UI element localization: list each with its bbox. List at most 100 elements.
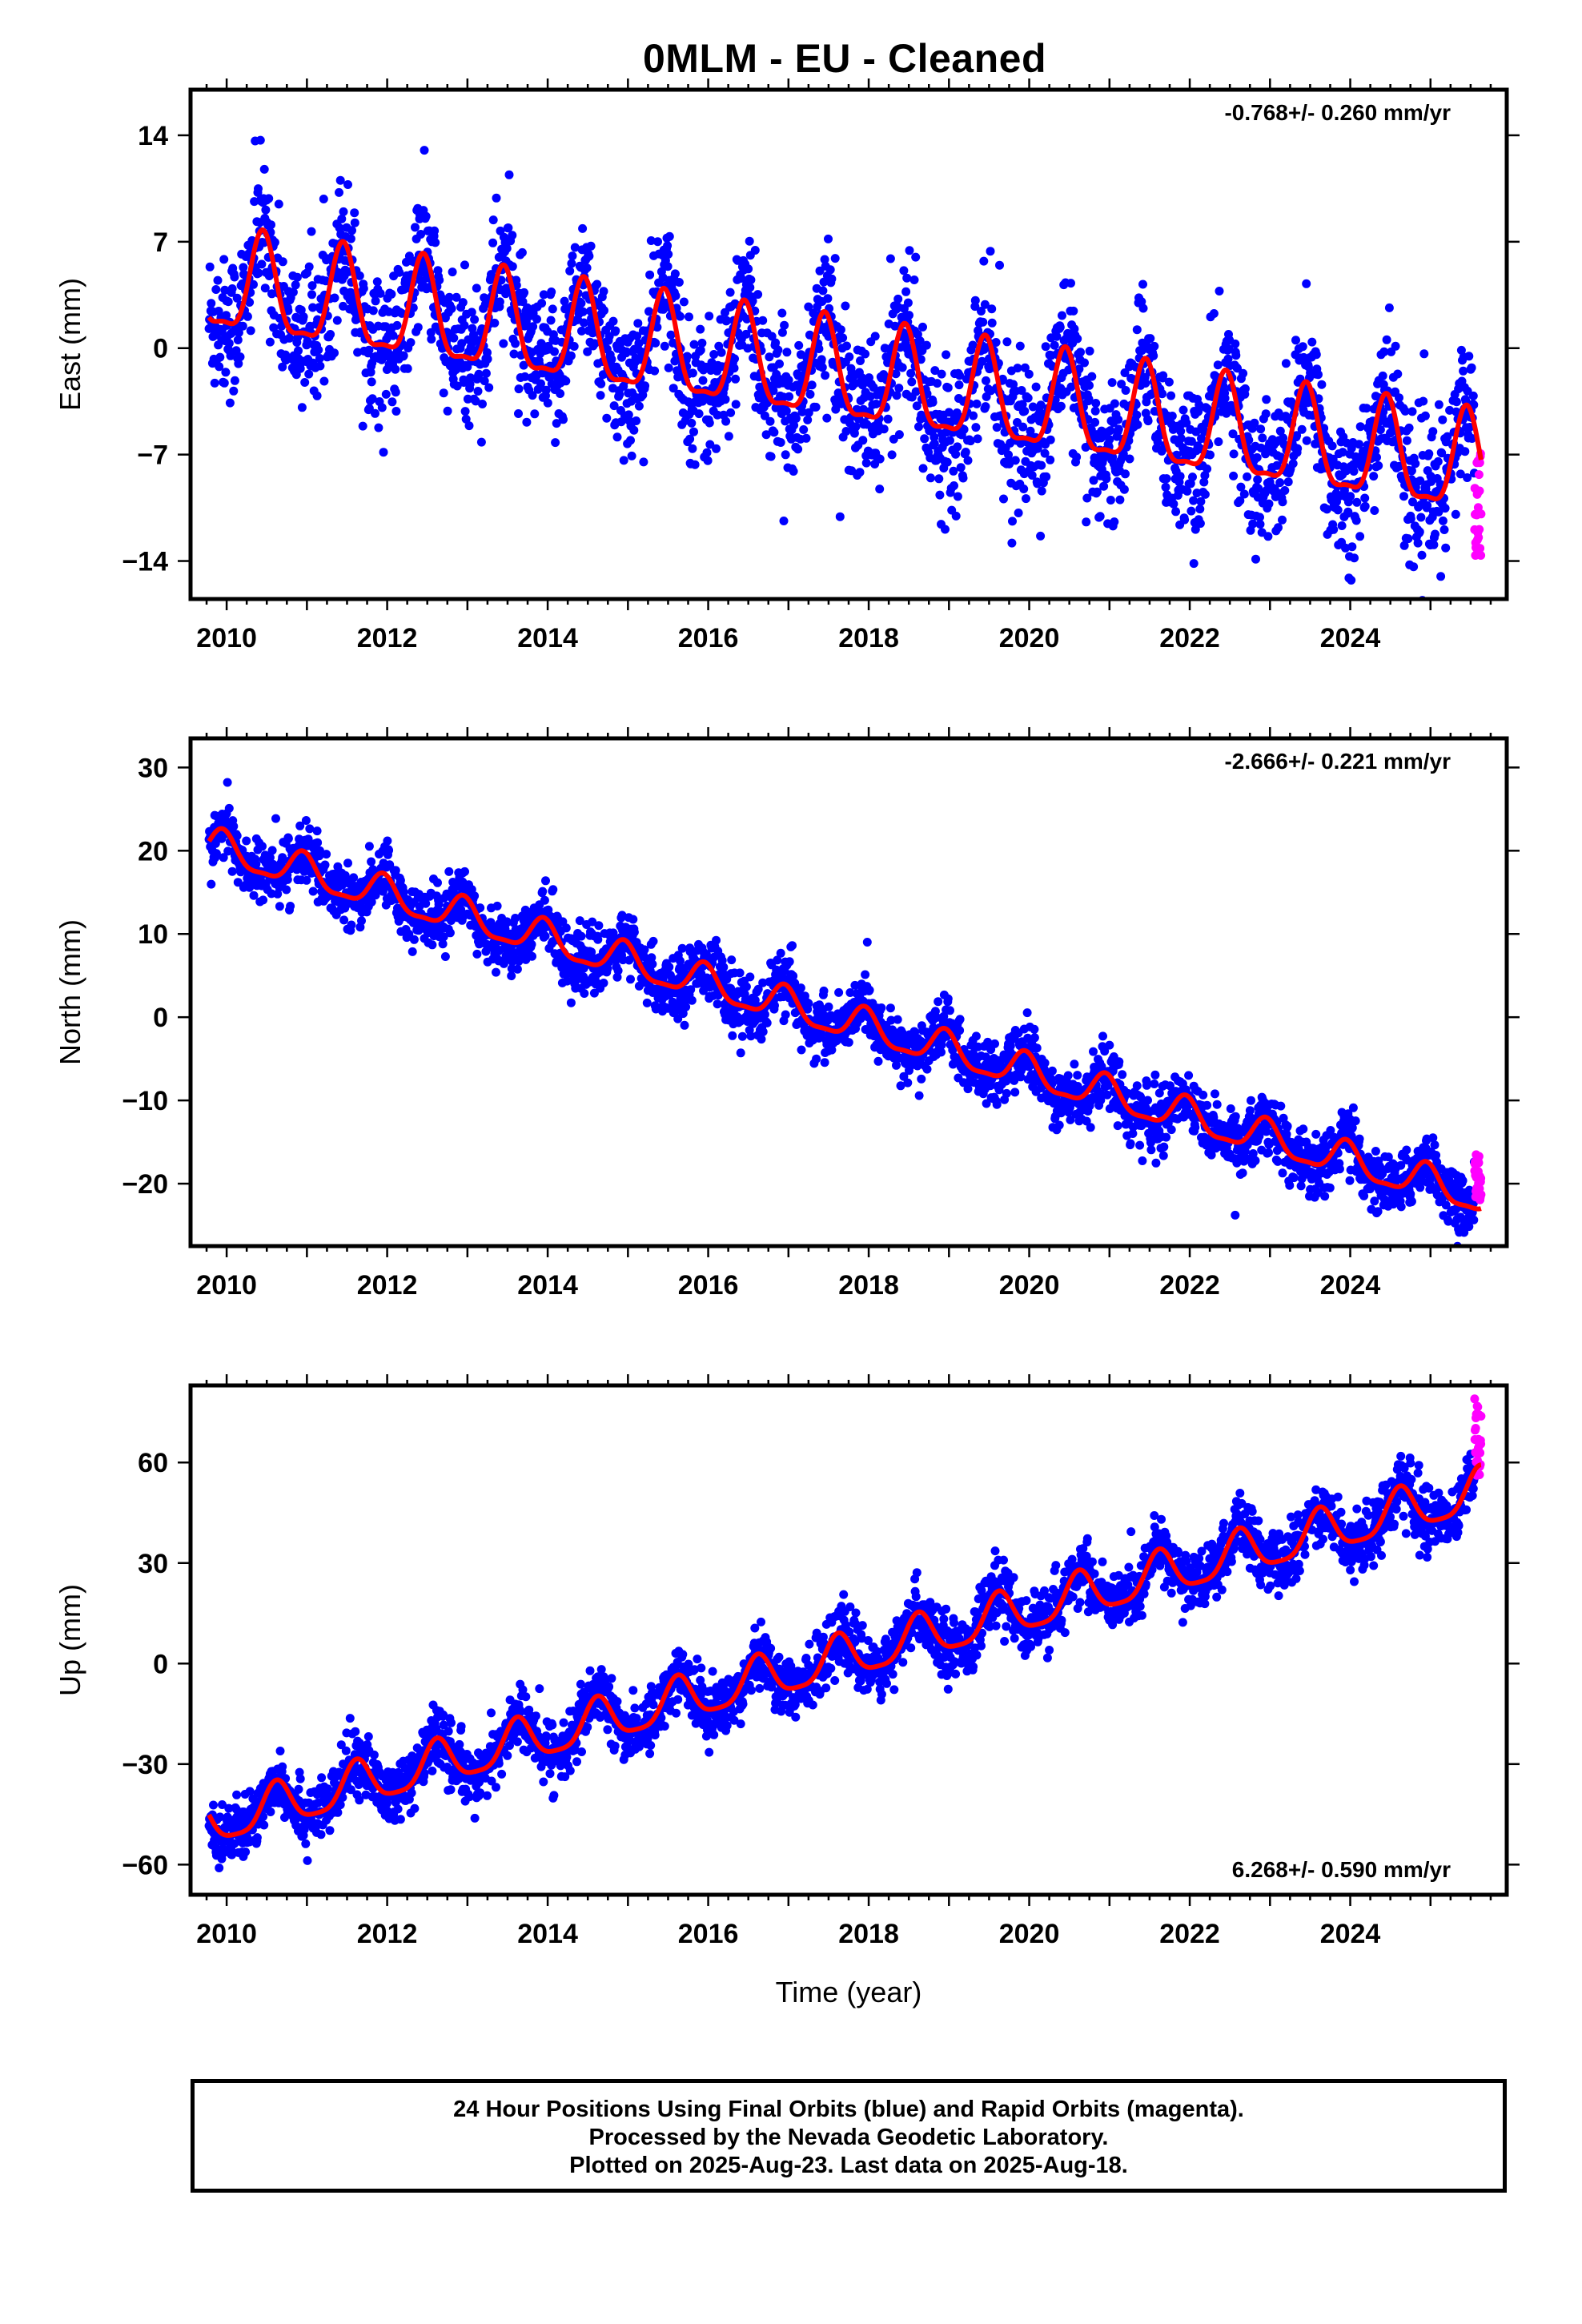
data-point bbox=[619, 456, 628, 465]
data-point bbox=[257, 259, 267, 269]
data-point bbox=[1022, 1008, 1032, 1018]
data-point bbox=[1095, 512, 1105, 521]
data-point bbox=[1138, 304, 1148, 313]
data-point bbox=[935, 490, 945, 500]
data-point bbox=[538, 887, 548, 896]
data-point bbox=[727, 955, 737, 965]
data-point bbox=[705, 440, 715, 449]
data-point bbox=[320, 860, 330, 870]
final-orbit-points bbox=[204, 778, 1479, 1246]
data-point bbox=[600, 306, 608, 316]
data-point bbox=[1066, 279, 1075, 288]
data-point bbox=[1017, 386, 1026, 395]
data-point bbox=[1222, 408, 1231, 418]
data-point bbox=[721, 395, 730, 404]
data-point bbox=[1355, 422, 1365, 432]
data-point bbox=[1166, 391, 1176, 400]
data-point bbox=[877, 1003, 886, 1012]
data-point bbox=[824, 1002, 833, 1011]
data-point bbox=[235, 352, 245, 362]
data-point bbox=[836, 325, 845, 335]
data-point bbox=[319, 376, 329, 386]
data-point bbox=[1143, 416, 1153, 426]
data-point bbox=[286, 902, 295, 911]
data-point bbox=[849, 428, 859, 438]
data-point bbox=[1343, 507, 1353, 517]
data-point bbox=[1438, 415, 1447, 424]
data-point bbox=[1041, 342, 1050, 352]
model-fit-line bbox=[207, 227, 1484, 501]
data-point bbox=[1355, 532, 1365, 541]
data-point bbox=[1417, 550, 1427, 560]
data-point bbox=[294, 346, 303, 356]
data-point bbox=[233, 336, 243, 344]
data-point bbox=[1439, 525, 1449, 534]
data-point bbox=[911, 252, 921, 262]
data-point bbox=[458, 298, 468, 308]
data-point bbox=[1188, 472, 1197, 482]
data-point bbox=[721, 416, 731, 426]
data-point bbox=[674, 278, 684, 287]
data-point bbox=[1302, 279, 1311, 288]
data-point bbox=[917, 1074, 926, 1084]
data-point bbox=[712, 935, 721, 945]
data-point bbox=[1055, 323, 1065, 332]
data-point bbox=[1114, 415, 1123, 424]
data-point bbox=[484, 383, 494, 392]
data-point bbox=[251, 859, 261, 869]
data-point bbox=[439, 388, 448, 398]
data-point bbox=[488, 238, 498, 247]
data-point bbox=[219, 853, 228, 862]
data-point bbox=[508, 262, 517, 271]
data-point bbox=[765, 352, 774, 362]
data-point bbox=[420, 146, 429, 155]
data-point bbox=[261, 205, 271, 215]
data-point bbox=[1288, 459, 1298, 468]
data-point bbox=[1189, 559, 1199, 569]
data-point bbox=[546, 316, 556, 325]
data-point bbox=[1456, 469, 1465, 479]
data-point bbox=[1349, 467, 1359, 476]
data-point bbox=[725, 287, 735, 297]
data-point bbox=[1224, 344, 1234, 354]
data-point bbox=[858, 436, 868, 445]
data-point bbox=[1409, 562, 1419, 572]
data-point bbox=[612, 432, 622, 442]
data-point bbox=[869, 383, 878, 392]
data-point bbox=[1262, 395, 1271, 404]
data-point bbox=[1214, 437, 1223, 447]
data-point bbox=[590, 339, 600, 348]
data-point bbox=[767, 332, 777, 341]
data-point bbox=[677, 943, 687, 953]
data-point bbox=[901, 287, 911, 296]
data-point bbox=[461, 414, 471, 424]
data-point bbox=[275, 902, 284, 911]
data-point bbox=[302, 875, 311, 885]
data-point bbox=[990, 1039, 999, 1048]
data-point bbox=[804, 999, 813, 1008]
data-point bbox=[541, 876, 550, 886]
data-point bbox=[1091, 399, 1101, 408]
data-point bbox=[1074, 364, 1084, 374]
data-point bbox=[1428, 427, 1438, 436]
data-point bbox=[304, 369, 314, 379]
data-point bbox=[956, 463, 966, 472]
data-point bbox=[300, 378, 310, 387]
data-point bbox=[987, 304, 997, 314]
data-point bbox=[470, 315, 480, 324]
data-point bbox=[540, 895, 549, 905]
data-point bbox=[1082, 493, 1092, 503]
data-point bbox=[1092, 487, 1102, 497]
data-point bbox=[413, 323, 423, 332]
data-point bbox=[1431, 529, 1439, 539]
data-point bbox=[784, 376, 793, 385]
data-point bbox=[528, 322, 538, 332]
data-point bbox=[278, 257, 287, 267]
data-point bbox=[1072, 452, 1082, 462]
data-point bbox=[685, 312, 693, 322]
data-point bbox=[911, 387, 921, 396]
data-point bbox=[1451, 509, 1460, 519]
data-point bbox=[753, 290, 763, 300]
data-point bbox=[745, 972, 755, 982]
data-point bbox=[1022, 494, 1030, 504]
